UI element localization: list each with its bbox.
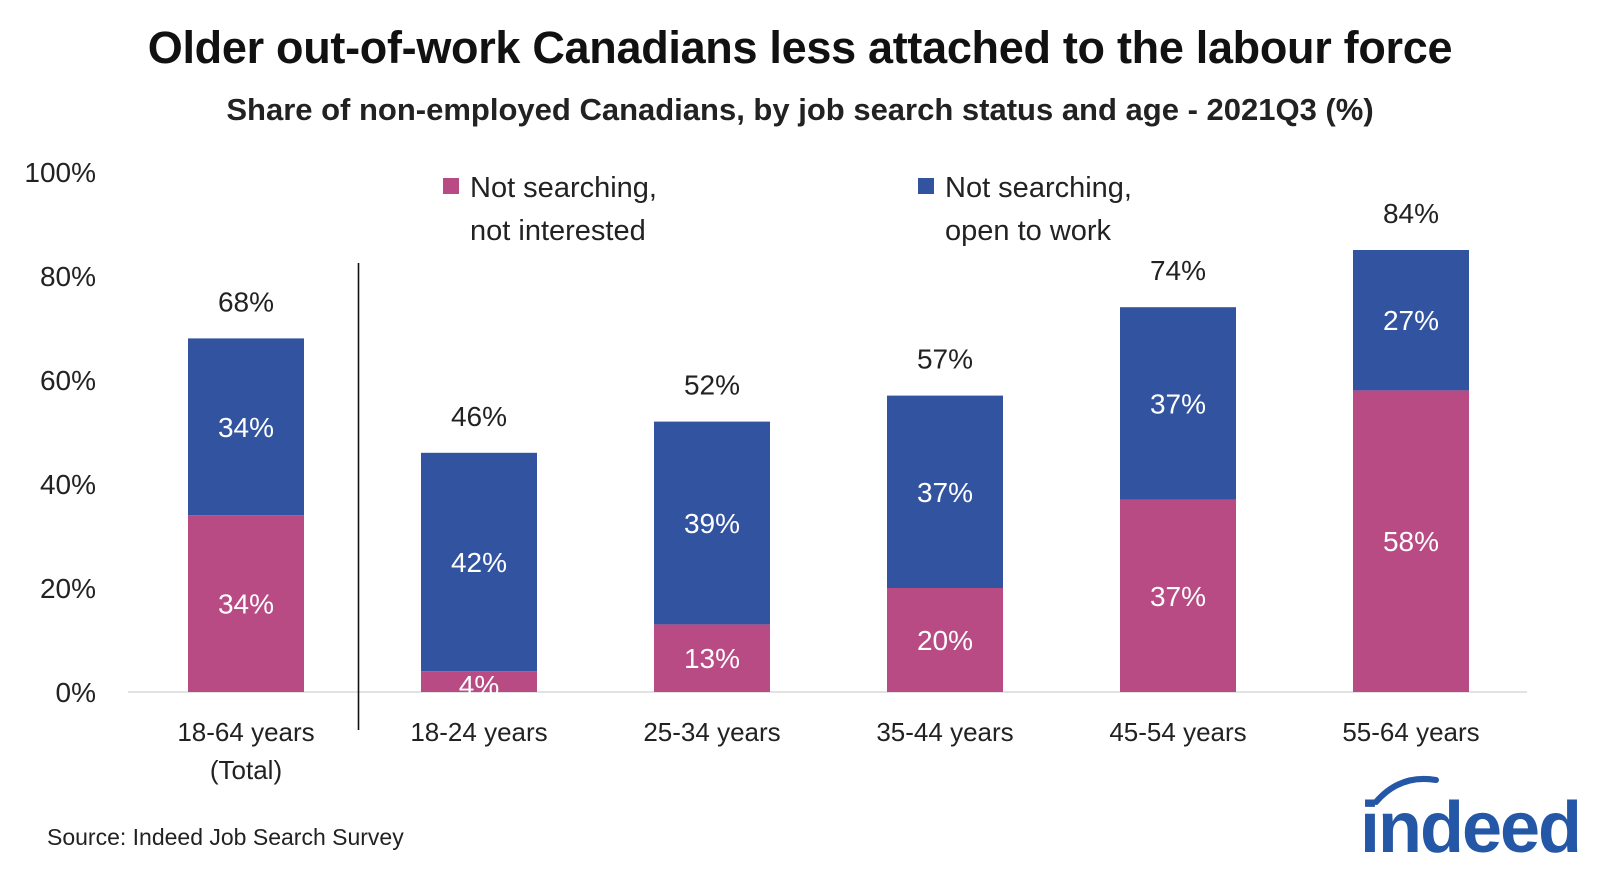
bar-open-to-work — [887, 395, 1003, 588]
segment-label-open-to-work: 42% — [451, 547, 507, 578]
segment-label-not-interested: 34% — [218, 589, 274, 620]
bar-not-interested — [1120, 499, 1236, 692]
segment-label-not-interested: 58% — [1383, 526, 1439, 557]
y-tick-label: 20% — [40, 573, 96, 604]
bar-open-to-work — [654, 421, 770, 625]
segment-label-not-interested: 37% — [1150, 581, 1206, 612]
legend-swatch-not-interested — [443, 178, 459, 194]
segment-label-open-to-work: 27% — [1383, 305, 1439, 336]
bar-not-interested — [887, 588, 1003, 692]
segment-label-open-to-work: 37% — [917, 477, 973, 508]
total-label: 57% — [917, 344, 973, 375]
source-note: Source: Indeed Job Search Survey — [47, 824, 404, 850]
segment-label-not-interested: 20% — [917, 625, 973, 656]
segment-label-not-interested: 4% — [459, 670, 499, 701]
legend-label: Not searching, — [945, 172, 1132, 204]
total-label: 84% — [1383, 198, 1439, 229]
legend: Not searching, not interested Not searchin… — [443, 172, 1132, 247]
y-tick-label: 40% — [40, 469, 96, 500]
bar-not-interested — [654, 624, 770, 692]
bars — [188, 250, 1469, 692]
bar-open-to-work — [421, 452, 537, 672]
y-tick-label: 60% — [40, 365, 96, 396]
total-label: 46% — [451, 401, 507, 432]
segment-label-open-to-work: 34% — [218, 412, 274, 443]
data-labels: 34% 34% 68% 4% 42% 46% 13% 39% 52% 20% 37% 57% 37% 37… — [218, 198, 1439, 701]
total-label: 74% — [1150, 255, 1206, 286]
legend-label: open to work — [945, 215, 1112, 247]
x-tick-label: 35-44 years — [876, 717, 1013, 747]
bar-not-interested — [421, 671, 537, 692]
x-tick-label: 18-24 years — [410, 717, 547, 747]
indeed-logo: indeed — [1362, 776, 1582, 868]
y-tick-label: 100% — [24, 157, 96, 188]
logo-text: indeed — [1362, 788, 1580, 868]
chart-subtitle: Share of non-employed Canadians, by job … — [226, 92, 1374, 127]
x-axis: 18-64 years (Total) 18-24 years 25-34 years… — [177, 263, 1480, 785]
indeed-logo-icon — [1373, 776, 1439, 805]
legend-label: not interested — [470, 215, 646, 247]
bar-not-interested — [188, 515, 304, 692]
bar-open-to-work — [1120, 307, 1236, 500]
y-tick-label: 0% — [56, 677, 96, 708]
legend-label: Not searching, — [470, 172, 657, 204]
x-tick-label: 25-34 years — [643, 717, 780, 747]
bar-open-to-work — [1353, 250, 1469, 391]
segment-label-open-to-work: 37% — [1150, 388, 1206, 419]
chart-title: Older out-of-work Canadians less attache… — [147, 22, 1453, 73]
total-label: 52% — [684, 370, 740, 401]
x-tick-label: 18-64 years — [177, 717, 314, 747]
x-tick-label: 45-54 years — [1109, 717, 1246, 747]
segment-label-not-interested: 13% — [684, 643, 740, 674]
segment-label-open-to-work: 39% — [684, 508, 740, 539]
legend-swatch-open-to-work — [918, 178, 934, 194]
bar-open-to-work — [188, 338, 304, 516]
total-label: 68% — [218, 286, 274, 317]
y-axis: 0% 20% 40% 60% 80% 100% — [24, 157, 1527, 708]
x-tick-label: (Total) — [210, 755, 282, 785]
x-tick-label: 55-64 years — [1342, 717, 1479, 747]
y-tick-label: 80% — [40, 261, 96, 292]
bar-not-interested — [1353, 390, 1469, 692]
